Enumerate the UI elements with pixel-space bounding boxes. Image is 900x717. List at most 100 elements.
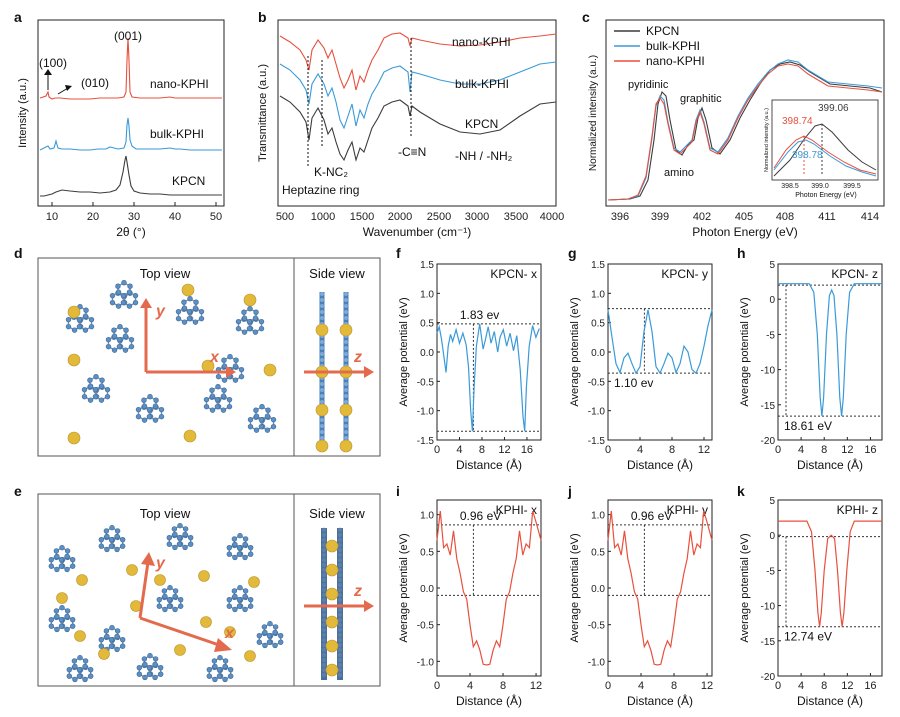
- e-side-atom: [337, 567, 343, 573]
- e-heptazine-5-atom: [114, 628, 121, 634]
- d-heptazine-1-atom: [115, 283, 121, 289]
- e-heptazine-6-atom: [167, 584, 173, 591]
- b-legend-bulk: bulk-KPHI: [455, 77, 509, 91]
- e-heptazine-4-atom: [64, 626, 70, 633]
- e-heptazine-11-atom: [256, 639, 263, 645]
- c-label-pyridinic: pyridinic: [628, 79, 669, 91]
- e-heptazine-3-atom: [231, 536, 238, 542]
- e-heptazine-0-atom: [48, 563, 55, 569]
- c-inset-xlabel: Photon Energy (eV): [795, 192, 856, 199]
- e-heptazine-8-atom: [82, 676, 88, 683]
- d-heptazine-7-atom: [264, 413, 271, 419]
- e-heptazine-11-atom: [261, 624, 268, 630]
- e-side-atom: [321, 587, 327, 593]
- plot-h-gap-label: 18.61 eV: [784, 419, 832, 433]
- d-side-atom: [344, 316, 348, 320]
- e-heptazine-1-atom: [109, 524, 115, 531]
- e-x-label: x: [224, 625, 235, 642]
- d-heptazine-1-atom: [115, 289, 122, 295]
- e-heptazine-10-atom: [211, 658, 218, 664]
- a-ylabel: Intensity (a.u.): [17, 78, 29, 148]
- plot-h: 0 4 8 12 16 -20 -15 -10 -5 0 5 Distance (Å) Average …: [739, 260, 883, 472]
- e-side-atom: [337, 662, 343, 668]
- e-heptazine-4-atom: [53, 608, 60, 614]
- d-side-atom: [344, 310, 348, 314]
- e-heptazine-2-atom: [187, 541, 194, 547]
- e-side-view-title: Side view: [309, 506, 365, 521]
- e-heptazine-8-atom: [82, 658, 89, 664]
- panel-a-xticks: 10 20 30 40 50: [46, 202, 222, 223]
- b-label-knc2: K-NC₂: [314, 165, 348, 179]
- d-z-arrowhead: [364, 366, 374, 378]
- d-heptazine-7-atom: [259, 404, 265, 410]
- d-x-arrowhead: [226, 366, 236, 378]
- e-heptazine-2-atom: [172, 544, 178, 551]
- d-side-atom: [320, 346, 324, 350]
- e-heptazine-5-atom: [108, 643, 115, 649]
- panel-letter-k: k: [737, 483, 745, 499]
- d-side-atom: [344, 436, 348, 440]
- e-side-atom: [321, 527, 327, 533]
- e-k-atom: [244, 650, 256, 662]
- d-side-atom: [344, 418, 348, 422]
- plot-k-gap-label: 12.74 eV: [784, 630, 832, 644]
- b-ylabel: Transmittance (a.u.): [257, 64, 269, 162]
- e-side-atom: [321, 642, 327, 648]
- e-heptazine-5-atom: [104, 633, 110, 640]
- d-side-atom: [320, 316, 324, 320]
- e-heptazine-8-atom: [72, 663, 78, 670]
- panel-letter-a: a: [14, 9, 22, 25]
- plot-f-ytick-label: 0.0: [420, 348, 434, 359]
- d-heptazine-4-atom: [98, 397, 105, 403]
- d-top-view-title: Top view: [140, 266, 191, 281]
- plot-g-xlabel: Distance (Å): [627, 457, 693, 472]
- e-heptazine-6-atom: [177, 596, 184, 603]
- plot-h-ytick-label: -15: [761, 401, 776, 412]
- c-series-nano: [607, 63, 883, 201]
- e-y-axis: [138, 561, 150, 619]
- e-heptazine-1-atom: [98, 543, 105, 549]
- c-inset-xticks: 398.5 399.0 399.5: [781, 183, 861, 190]
- e-heptazine-2-atom: [176, 534, 183, 541]
- c-tick-405: 405: [735, 211, 753, 223]
- e-side-atom: [321, 622, 327, 628]
- d-heptazine-6-atom: [203, 396, 210, 403]
- e-heptazine-9-atom: [136, 664, 143, 671]
- e-heptazine-8-atom: [76, 666, 83, 673]
- plot-k-ytick-label: 5: [769, 496, 775, 507]
- c-inset-peak-kpcn: 399.06: [818, 103, 849, 114]
- e-heptazine-1-atom: [98, 536, 105, 543]
- e-heptazine-11-atom: [256, 632, 263, 639]
- e-side-atom: [337, 672, 343, 678]
- d-side-atom: [320, 430, 324, 434]
- plot-i-xtick-label: 8: [500, 680, 506, 692]
- d-heptazine-8-atom: [116, 343, 123, 350]
- e-heptazine-7-atom: [247, 596, 254, 603]
- e-heptazine-11-atom: [272, 642, 278, 649]
- d-heptazine-2-atom: [187, 296, 193, 302]
- d-frame: [37, 257, 381, 457]
- e-heptazine-8-atom: [82, 663, 88, 670]
- plot-h-title: KPCN- z: [831, 267, 878, 281]
- e-z-arrowhead: [364, 600, 374, 612]
- e-heptazine-6-atom: [166, 603, 173, 609]
- plot-g-xtick-label: 12: [698, 444, 710, 456]
- e-side-atom: [321, 672, 327, 678]
- e-side-atom: [337, 562, 343, 568]
- panel-d-structure: Top view Side view x y z: [37, 257, 381, 457]
- e-heptazine-2-atom: [172, 531, 178, 538]
- d-side-atom: [320, 394, 324, 398]
- e-heptazine-4-atom: [59, 604, 65, 611]
- d-heptazine-4-atom: [87, 383, 94, 389]
- plot-g-ytick-label: 0.0: [591, 348, 605, 359]
- d-heptazine-9-atom: [238, 373, 245, 380]
- d-heptazine-6-atom: [220, 407, 227, 413]
- plot-f-ytick-label: 1.0: [420, 289, 434, 300]
- e-heptazine-6-atom: [166, 596, 173, 603]
- e-side-atom: [321, 542, 327, 548]
- plot-h-ylabel: Average potential (eV): [739, 297, 751, 406]
- plot-g: 0 4 8 12 -1.5 -1.0 -0.5 0.0 0.5 1.0 1.5 Distance (Å…: [569, 260, 713, 472]
- plot-i-series: [436, 510, 542, 666]
- d-heptazine-0-atom: [82, 327, 89, 333]
- e-heptazine-5-atom: [114, 646, 120, 653]
